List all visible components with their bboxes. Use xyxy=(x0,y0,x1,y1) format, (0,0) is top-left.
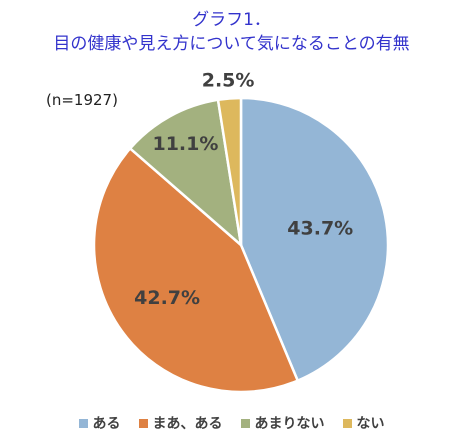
legend-swatch-maa-aru xyxy=(138,418,148,428)
chart-title-line2: 目の健康や見え方について気になることの有無 xyxy=(53,34,410,54)
legend-item-maa-aru: まあ、ある xyxy=(138,413,223,433)
chart-legend: ある まあ、ある あまりない ない xyxy=(0,413,463,433)
legend-label-aru: ある xyxy=(92,416,121,432)
legend-label-maa-aru: まあ、ある xyxy=(152,416,223,432)
legend-label-amari-nai: あまりない xyxy=(254,416,325,432)
legend-swatch-aru xyxy=(78,418,88,428)
legend-item-amari-nai: あまりない xyxy=(240,413,325,433)
pie-label-maa-aru: 42.7% xyxy=(134,287,200,309)
pie-label-amari-nai: 11.1% xyxy=(152,133,218,155)
legend-item-nai: ない xyxy=(342,413,385,433)
legend-label-nai: ない xyxy=(356,416,385,432)
pie-label-nai: 2.5% xyxy=(202,69,255,91)
legend-swatch-amari-nai xyxy=(240,418,250,428)
pie-label-aru: 43.7% xyxy=(287,218,353,240)
pie-slice-amari-nai xyxy=(128,98,243,247)
pie-slice-maa-aru xyxy=(92,147,299,394)
sample-size-label: (n=1927) xyxy=(46,91,118,109)
legend-swatch-nai xyxy=(342,418,352,428)
chart-title-line1: グラフ1． xyxy=(192,10,271,30)
pie-slice-nai xyxy=(216,96,243,247)
legend-item-aru: ある xyxy=(78,413,121,433)
pie-slice-aru xyxy=(239,96,390,382)
